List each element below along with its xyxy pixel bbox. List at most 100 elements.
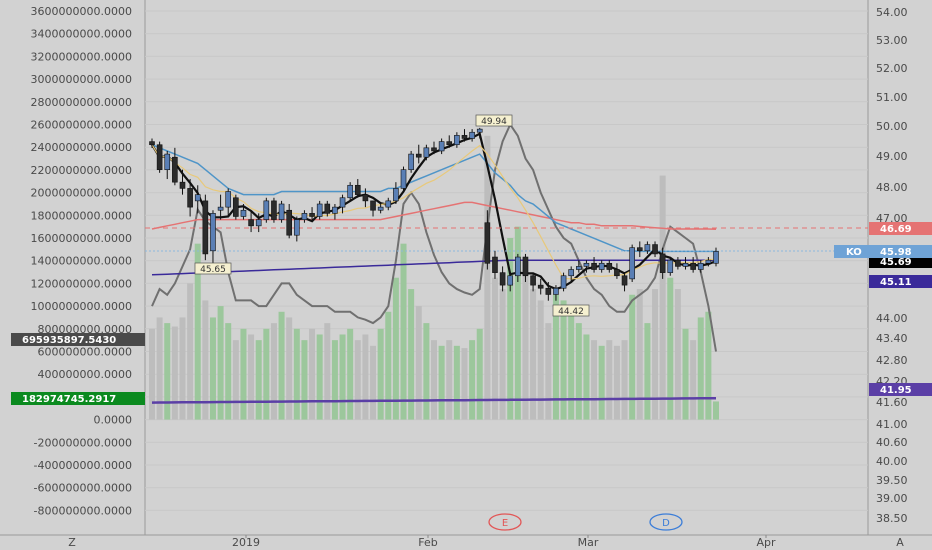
grid-lines [0,0,932,536]
event-marker [488,513,522,531]
volume-bar [255,340,262,420]
volume-bar [545,323,552,420]
left-axis-tick: 400000000.0000 [38,368,132,381]
volume-bar [591,340,598,420]
candlesticks [149,127,719,301]
right-price-tag-text: 46.69 [880,224,912,235]
left-value-tag-text: 182974745.2917 [22,394,116,405]
left-axis-tick: 1000000000.0000 [31,300,132,313]
volume-bar [598,345,605,420]
volume-bar [461,348,468,420]
price-tags: 49.94 45.65 44.42 E D 46.69 45.69 45.11 41.95 KO 4… [11,114,932,531]
left-axis-tick: 3200000000.0000 [31,50,132,63]
volume-bar [453,345,460,420]
long-moving-average-line [151,259,716,276]
candle-down [461,135,468,139]
volume-bar [171,326,178,420]
right-axis-tick: 52.00 [876,62,908,75]
volume-bar [392,277,399,420]
price-annotation-box [475,114,513,127]
price-annotation-text: 49.94 [481,117,507,127]
candle-up [438,141,445,152]
candle-down [446,141,453,146]
left-axis-tick: 3400000000.0000 [31,28,132,41]
left-axis-tick: 1200000000.0000 [31,277,132,290]
candle-up [576,266,582,270]
candle-down [370,200,376,211]
volume-bar [431,340,437,420]
right-price-tag-text: 41.95 [880,385,912,396]
volume-bar [537,300,544,420]
volume-bar [217,306,224,420]
candle-down [271,200,277,220]
volume-bar [697,317,704,420]
left-axis-tick: 1400000000.0000 [31,255,132,268]
candle-down [636,247,643,252]
candle-up [644,244,651,252]
candle-down [233,197,239,217]
left-axis-tick: 2000000000.0000 [31,187,132,200]
volume-bar [156,317,163,420]
volume-bar [690,340,697,420]
left-axis-tick: -200000000.0000 [34,436,132,449]
left-axis-tick: 3600000000.0000 [31,5,132,18]
candle-up [164,153,171,170]
right-price-tag [869,222,932,235]
volume-bar [514,226,521,420]
candle-down [202,200,209,255]
left-axis-tick: 800000000.0000 [38,323,132,336]
left-axis-tick: 2400000000.0000 [31,141,132,154]
volume-bar [530,289,537,420]
volume-bars [149,135,719,420]
candle-up [408,153,414,170]
time-axis-label: Apr [756,536,776,549]
candle-down [690,262,696,270]
candle-up [332,206,338,214]
right-price-tag [869,383,932,396]
candle-up [682,262,689,267]
candle-down [415,153,422,158]
volume-bar [552,294,559,420]
volume-bar [613,345,620,420]
volume-bar [568,311,575,420]
candle-down [286,209,292,236]
candle-down [484,222,491,264]
right-axis-tick: 41.00 [876,418,908,431]
candle-up [294,219,300,236]
volume-bar [225,323,232,420]
symbol-price-tag [834,245,932,258]
price-annotation-text: 44.42 [558,307,584,317]
volume-bar [636,289,643,420]
candle-up [560,275,567,289]
left-value-tag-text: 695935897.5430 [22,335,116,346]
volume-bar [164,323,171,420]
volume-bar [476,328,483,420]
volume-bar [652,289,659,420]
volume-bar [209,317,216,420]
left-axis-tick: 3000000000.0000 [31,73,132,86]
volume-bar [179,317,186,420]
left-axis-tick: -400000000.0000 [34,459,132,472]
right-axis-tick: 54.00 [876,6,908,19]
candle-up [301,213,308,220]
left-axis-tick: 600000000.0000 [38,346,132,359]
candle-down [652,244,658,255]
volume-bar [560,300,567,420]
volume-bar [385,311,392,420]
candle-down [591,262,597,270]
volume-bar [606,340,613,420]
event-marker [649,513,683,531]
volume-bar [674,289,681,420]
right-axis-tick: 49.00 [876,150,908,163]
candle-up [705,259,712,264]
candle-up [393,188,399,202]
price-annotation-box [194,262,232,275]
candle-up [400,169,407,189]
candle-up [598,262,605,270]
candle-up [697,262,704,270]
volume-bar [293,328,300,420]
volume-bar [705,311,712,420]
candle-down [187,188,193,208]
volume-bar [408,289,415,420]
